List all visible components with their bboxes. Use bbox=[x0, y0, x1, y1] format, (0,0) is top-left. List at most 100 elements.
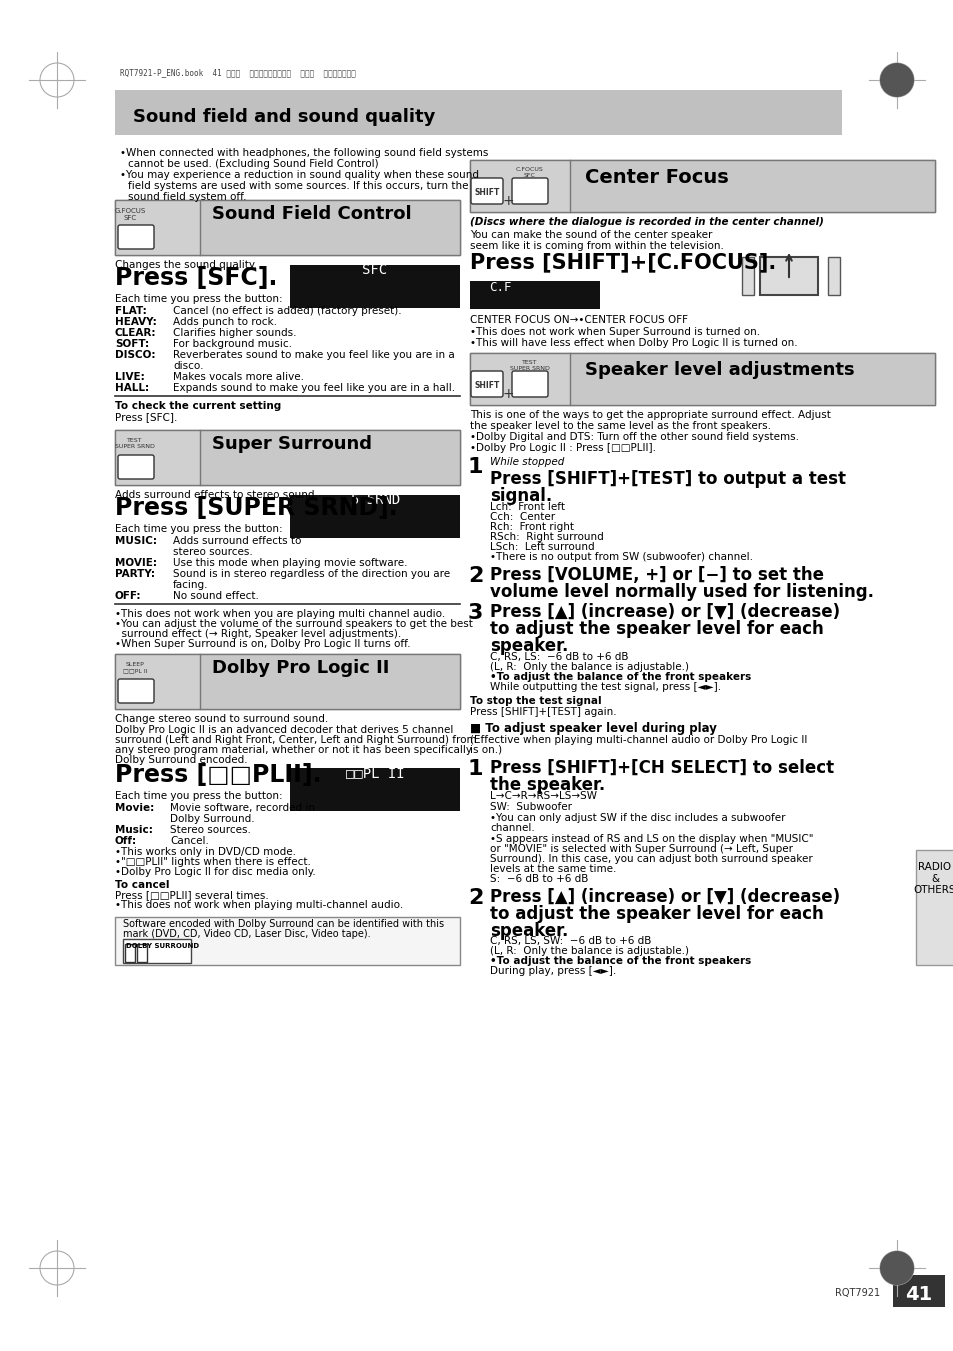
Text: Music:: Music: bbox=[115, 825, 152, 835]
Text: •To adjust the balance of the front speakers: •To adjust the balance of the front spea… bbox=[490, 671, 750, 682]
Text: HEAVY:: HEAVY: bbox=[115, 317, 156, 327]
Text: Off:: Off: bbox=[115, 836, 137, 846]
Text: Press [SFC].: Press [SFC]. bbox=[115, 412, 177, 422]
Text: Each time you press the button:: Each time you press the button: bbox=[115, 790, 282, 801]
Bar bbox=[200, 430, 459, 485]
Text: surround effect (→ Right, Speaker level adjustments).: surround effect (→ Right, Speaker level … bbox=[115, 630, 401, 639]
Text: 1: 1 bbox=[468, 457, 483, 477]
Text: Dolby Surround.: Dolby Surround. bbox=[170, 815, 254, 824]
Text: Press [VOLUME, +] or [−] to set the: Press [VOLUME, +] or [−] to set the bbox=[490, 566, 823, 584]
Text: •S appears instead of RS and LS on the display when "MUSIC": •S appears instead of RS and LS on the d… bbox=[490, 834, 813, 844]
Text: Sound Field Control: Sound Field Control bbox=[212, 205, 411, 223]
Text: 2: 2 bbox=[468, 566, 483, 586]
Text: •When Super Surround is on, Dolby Pro Logic II turns off.: •When Super Surround is on, Dolby Pro Lo… bbox=[115, 639, 410, 648]
Text: speaker.: speaker. bbox=[490, 921, 568, 940]
Bar bbox=[115, 91, 841, 135]
Circle shape bbox=[879, 63, 913, 97]
Bar bbox=[470, 353, 934, 405]
Text: Sound is in stereo regardless of the direction you are: Sound is in stereo regardless of the dir… bbox=[172, 569, 450, 580]
Bar bbox=[115, 200, 459, 255]
Text: DISCO:: DISCO: bbox=[115, 350, 155, 359]
Text: Press [SHIFT]+[CH SELECT] to select: Press [SHIFT]+[CH SELECT] to select bbox=[490, 759, 833, 777]
Bar bbox=[115, 654, 459, 709]
Text: •"□□PLII" lights when there is effect.: •"□□PLII" lights when there is effect. bbox=[115, 857, 311, 867]
Text: SHIFT: SHIFT bbox=[474, 381, 499, 390]
Text: Dolby Surround encoded.: Dolby Surround encoded. bbox=[115, 755, 248, 765]
Text: •This does not work when Super Surround is turned on.: •This does not work when Super Surround … bbox=[470, 327, 760, 336]
Text: Adds surround effects to stereo sound.: Adds surround effects to stereo sound. bbox=[115, 490, 317, 500]
FancyBboxPatch shape bbox=[471, 372, 502, 397]
Text: Makes vocals more alive.: Makes vocals more alive. bbox=[172, 372, 304, 382]
Text: This is one of the ways to get the appropriate surround effect. Adjust: This is one of the ways to get the appro… bbox=[470, 409, 830, 420]
Text: Lch:  Front left: Lch: Front left bbox=[490, 503, 564, 512]
Text: Press [SHIFT]+[C.FOCUS].: Press [SHIFT]+[C.FOCUS]. bbox=[470, 253, 776, 272]
Text: 1: 1 bbox=[468, 759, 483, 780]
Circle shape bbox=[879, 1251, 913, 1285]
Bar bbox=[115, 430, 459, 485]
Text: field systems are used with some sources. If this occurs, turn the: field systems are used with some sources… bbox=[128, 181, 468, 190]
Text: Cancel (no effect is added) (factory preset).: Cancel (no effect is added) (factory pre… bbox=[172, 305, 401, 316]
Bar bbox=[290, 494, 459, 538]
Text: RQT7921: RQT7921 bbox=[834, 1288, 880, 1298]
Text: Expands sound to make you feel like you are in a hall.: Expands sound to make you feel like you … bbox=[172, 382, 455, 393]
Text: SFC: SFC bbox=[362, 263, 387, 277]
Text: •You can adjust the volume of the surround speakers to get the best: •You can adjust the volume of the surrou… bbox=[115, 619, 473, 630]
Text: Press [□□PLII].: Press [□□PLII]. bbox=[115, 763, 321, 788]
Text: Software encoded with Dolby Surround can be identified with this: Software encoded with Dolby Surround can… bbox=[123, 919, 444, 929]
FancyBboxPatch shape bbox=[118, 680, 153, 703]
Bar bbox=[569, 159, 934, 212]
Bar bbox=[123, 939, 191, 963]
Bar bbox=[892, 1275, 944, 1306]
Bar bbox=[125, 944, 135, 962]
Text: RADIO
&
OTHERS: RADIO & OTHERS bbox=[913, 862, 953, 896]
Bar bbox=[470, 159, 569, 212]
Text: Press [SHIFT]+[TEST] to output a test: Press [SHIFT]+[TEST] to output a test bbox=[490, 470, 845, 488]
Text: RSch:  Right surround: RSch: Right surround bbox=[490, 532, 603, 542]
Text: the speaker level to the same level as the front speakers.: the speaker level to the same level as t… bbox=[470, 422, 770, 431]
Text: FLAT:: FLAT: bbox=[115, 305, 147, 316]
FancyBboxPatch shape bbox=[512, 372, 547, 397]
Text: •Dolby Pro Logic II : Press [□□PLII].: •Dolby Pro Logic II : Press [□□PLII]. bbox=[470, 443, 656, 453]
Text: Movie software, recorded in: Movie software, recorded in bbox=[170, 802, 314, 813]
Text: 2: 2 bbox=[468, 888, 483, 908]
Text: No sound effect.: No sound effect. bbox=[172, 590, 258, 601]
Text: Changes the sound quality.: Changes the sound quality. bbox=[115, 259, 256, 270]
Bar bbox=[115, 200, 459, 255]
FancyBboxPatch shape bbox=[471, 178, 502, 204]
Text: Use this mode when playing movie software.: Use this mode when playing movie softwar… bbox=[172, 558, 407, 567]
Bar bbox=[470, 159, 934, 212]
Text: □□PL II: □□PL II bbox=[345, 766, 404, 780]
Text: Press [SHIFT]+[TEST] again.: Press [SHIFT]+[TEST] again. bbox=[470, 707, 616, 717]
Text: While outputting the test signal, press [◄►].: While outputting the test signal, press … bbox=[490, 682, 720, 692]
Text: •To adjust the balance of the front speakers: •To adjust the balance of the front spea… bbox=[490, 957, 750, 966]
Text: Stereo sources.: Stereo sources. bbox=[170, 825, 251, 835]
Text: G.FOCUS
SFC: G.FOCUS SFC bbox=[114, 208, 146, 222]
Text: Super Surround: Super Surround bbox=[212, 435, 372, 453]
Text: 3: 3 bbox=[468, 603, 483, 623]
Text: During play, press [◄►].: During play, press [◄►]. bbox=[490, 966, 616, 975]
Bar bbox=[200, 654, 459, 709]
Text: 41: 41 bbox=[904, 1285, 932, 1304]
Bar bbox=[290, 767, 459, 811]
Bar bbox=[470, 281, 599, 309]
Text: ■ To adjust speaker level during play: ■ To adjust speaker level during play bbox=[470, 721, 716, 735]
Text: TEST
SUPER SRND: TEST SUPER SRND bbox=[115, 438, 154, 449]
Text: To cancel: To cancel bbox=[115, 880, 170, 890]
Text: C.FOCUS
SFC: C.FOCUS SFC bbox=[516, 168, 543, 178]
Text: To stop the test signal: To stop the test signal bbox=[470, 696, 601, 707]
Bar bbox=[200, 200, 459, 255]
Bar bbox=[290, 265, 459, 308]
Text: (Discs where the dialogue is recorded in the center channel): (Discs where the dialogue is recorded in… bbox=[470, 218, 823, 227]
Text: +: + bbox=[501, 195, 514, 208]
Text: levels at the same time.: levels at the same time. bbox=[490, 865, 616, 874]
Text: Change stereo sound to surround sound.: Change stereo sound to surround sound. bbox=[115, 713, 328, 724]
Text: Cch:  Center: Cch: Center bbox=[490, 512, 555, 521]
Text: (L, R:  Only the balance is adjustable.): (L, R: Only the balance is adjustable.) bbox=[490, 946, 688, 957]
Text: •This does not work when you are playing multi channel audio.: •This does not work when you are playing… bbox=[115, 609, 445, 619]
Text: Reverberates sound to make you feel like you are in a: Reverberates sound to make you feel like… bbox=[172, 350, 455, 359]
Text: sound field system off.: sound field system off. bbox=[128, 192, 246, 203]
Text: Surround). In this case, you can adjust both surround speaker: Surround). In this case, you can adjust … bbox=[490, 854, 812, 865]
Text: S:  −6 dB to +6 dB: S: −6 dB to +6 dB bbox=[490, 874, 588, 884]
Bar bbox=[115, 917, 459, 965]
Text: stereo sources.: stereo sources. bbox=[172, 547, 253, 557]
